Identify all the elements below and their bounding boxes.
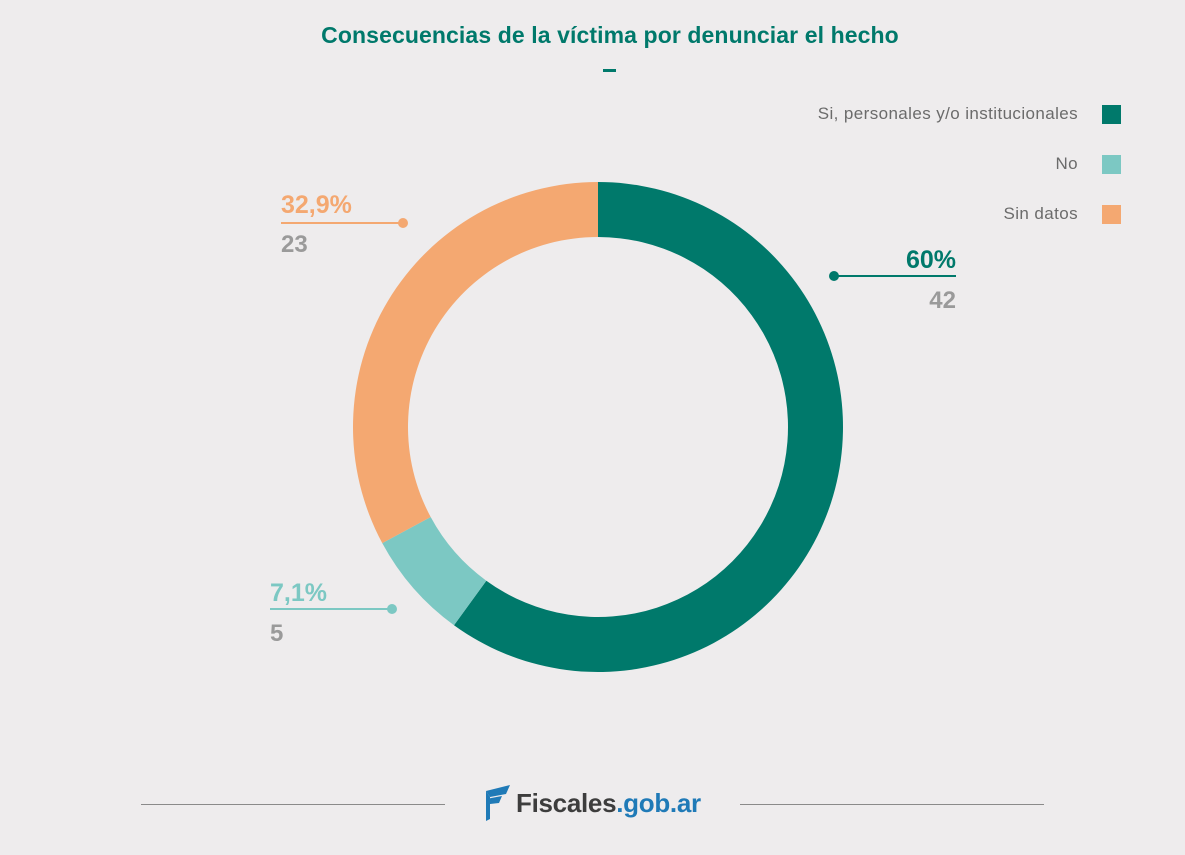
- callout-dot-si: [829, 271, 839, 281]
- legend-label-no: No: [1055, 154, 1078, 173]
- legend-label-sin-datos: Sin datos: [1003, 204, 1078, 223]
- fiscales-logo[interactable]: Fiscales.gob.ar: [484, 783, 701, 823]
- count-label-si: 42: [929, 287, 956, 314]
- legend-item-si: Si, personales y/o institucionales: [818, 100, 1121, 128]
- title-underline: [603, 69, 616, 72]
- legend: Si, personales y/o institucionales No Si…: [818, 100, 1121, 250]
- donut-slice-si: [453, 182, 843, 672]
- logo-text: Fiscales.gob.ar: [516, 788, 701, 819]
- count-label-no: 5: [270, 620, 283, 647]
- callout-dot-sin-datos: [398, 218, 408, 228]
- fiscales-flag-icon: [486, 785, 510, 821]
- percent-label-no: 7,1%: [270, 579, 327, 607]
- logo-main-text: Fiscales: [516, 787, 617, 818]
- percent-label-sin-datos: 32,9%: [281, 191, 352, 219]
- legend-item-no: No: [818, 150, 1121, 178]
- donut-chart: 60% 42 7,1% 5 32,9% 23: [270, 181, 956, 672]
- donut-slice-sin-datos: [352, 181, 598, 544]
- legend-item-sin-datos: Sin datos: [818, 200, 1121, 228]
- donut-slice-no: [382, 517, 487, 626]
- percent-label-si: 60%: [906, 246, 956, 274]
- footer-line-left: [141, 804, 445, 805]
- chart-title: Consecuencias de la víctima por denuncia…: [321, 22, 899, 48]
- logo-domain-text: .gob.ar: [616, 787, 701, 818]
- count-label-sin-datos: 23: [281, 231, 308, 258]
- footer-line-right: [740, 804, 1044, 805]
- legend-label-si: Si, personales y/o institucionales: [817, 104, 1078, 123]
- legend-swatch-si: [1102, 104, 1121, 124]
- legend-swatch-sin-datos: [1102, 204, 1121, 224]
- legend-swatch-no: [1102, 154, 1121, 174]
- callout-dot-no: [387, 604, 397, 614]
